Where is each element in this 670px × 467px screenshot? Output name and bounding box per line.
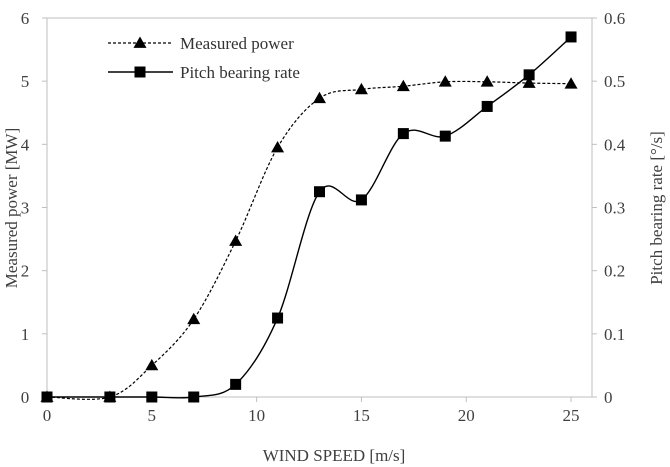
- data-point-square: [41, 391, 53, 403]
- series-line-2: [47, 36, 572, 399]
- x-tick-label: 25: [563, 406, 580, 425]
- x-axis-label: WIND SPEED [m/s]: [263, 446, 406, 465]
- left-y-tick-label: 4: [21, 135, 30, 154]
- right-y-tick-label: 0.6: [604, 9, 625, 28]
- data-point-square: [397, 128, 409, 140]
- data-point-triangle: [438, 75, 452, 87]
- right-y-tick-label: 0.5: [604, 72, 625, 91]
- left-y-axis-label: Measured power [MW]: [2, 128, 21, 289]
- data-point-square: [230, 378, 242, 390]
- left-y-tick-label: 2: [21, 262, 30, 281]
- data-point-triangle: [271, 140, 285, 153]
- data-point-triangle: [313, 91, 326, 104]
- data-point-square: [146, 391, 158, 403]
- data-point-square: [104, 391, 116, 403]
- data-point-square: [481, 100, 493, 112]
- x-tick-label: 10: [248, 406, 265, 425]
- legend: Measured power Pitch bearing rate: [103, 32, 335, 83]
- left-y-tick-label: 5: [21, 72, 30, 91]
- data-point-square: [565, 31, 577, 43]
- series-line-1: [46, 80, 572, 400]
- left-y-axis-ticks: 0 1 2 3 4 5 6: [21, 9, 47, 407]
- x-tick-label: 0: [43, 406, 52, 425]
- data-point-square: [272, 312, 284, 324]
- data-point-square: [188, 391, 200, 403]
- left-y-tick-label: 6: [21, 9, 30, 28]
- data-point-triangle: [354, 82, 368, 95]
- data-point-square: [439, 130, 451, 142]
- right-y-tick-label: 0.3: [604, 199, 625, 218]
- data-point-square: [314, 186, 325, 198]
- data-point-square: [355, 194, 367, 206]
- data-point-triangle: [396, 79, 410, 92]
- right-y-axis-ticks: 0 0.1 0.2 0.3 0.4 0.5 0.6: [592, 9, 626, 407]
- legend-marker-triangle: [133, 36, 147, 48]
- x-axis-ticks: 0 5 10 15 20 25: [43, 397, 580, 425]
- data-point-triangle: [564, 77, 578, 89]
- x-tick-label: 20: [458, 406, 475, 425]
- series-lines: [46, 36, 572, 400]
- right-y-tick-label: 0.1: [604, 325, 625, 344]
- data-point-triangle: [522, 76, 536, 88]
- left-y-tick-label: 0: [21, 388, 30, 407]
- legend-item-background: [103, 61, 335, 83]
- right-y-tick-label: 0.2: [604, 262, 625, 281]
- legend-marker-square: [134, 66, 146, 78]
- legend-label-2: Pitch bearing rate: [180, 63, 300, 82]
- data-point-triangle: [480, 75, 494, 87]
- right-y-axis-label: Pitch bearing rate [°/s]: [647, 131, 666, 285]
- data-point-triangle: [187, 312, 201, 325]
- left-y-tick-label: 1: [21, 325, 30, 344]
- legend-item-background: [103, 32, 335, 54]
- series-markers: [40, 31, 578, 403]
- data-point-triangle: [145, 358, 159, 371]
- x-tick-label: 5: [148, 406, 157, 425]
- right-y-tick-label: 0.4: [604, 135, 626, 154]
- x-tick-label: 15: [353, 406, 370, 425]
- data-point-square: [523, 69, 535, 81]
- left-y-tick-label: 3: [21, 199, 30, 218]
- right-y-tick-label: 0: [604, 388, 613, 407]
- legend-label-1: Measured power: [180, 34, 294, 53]
- data-point-triangle: [229, 234, 243, 246]
